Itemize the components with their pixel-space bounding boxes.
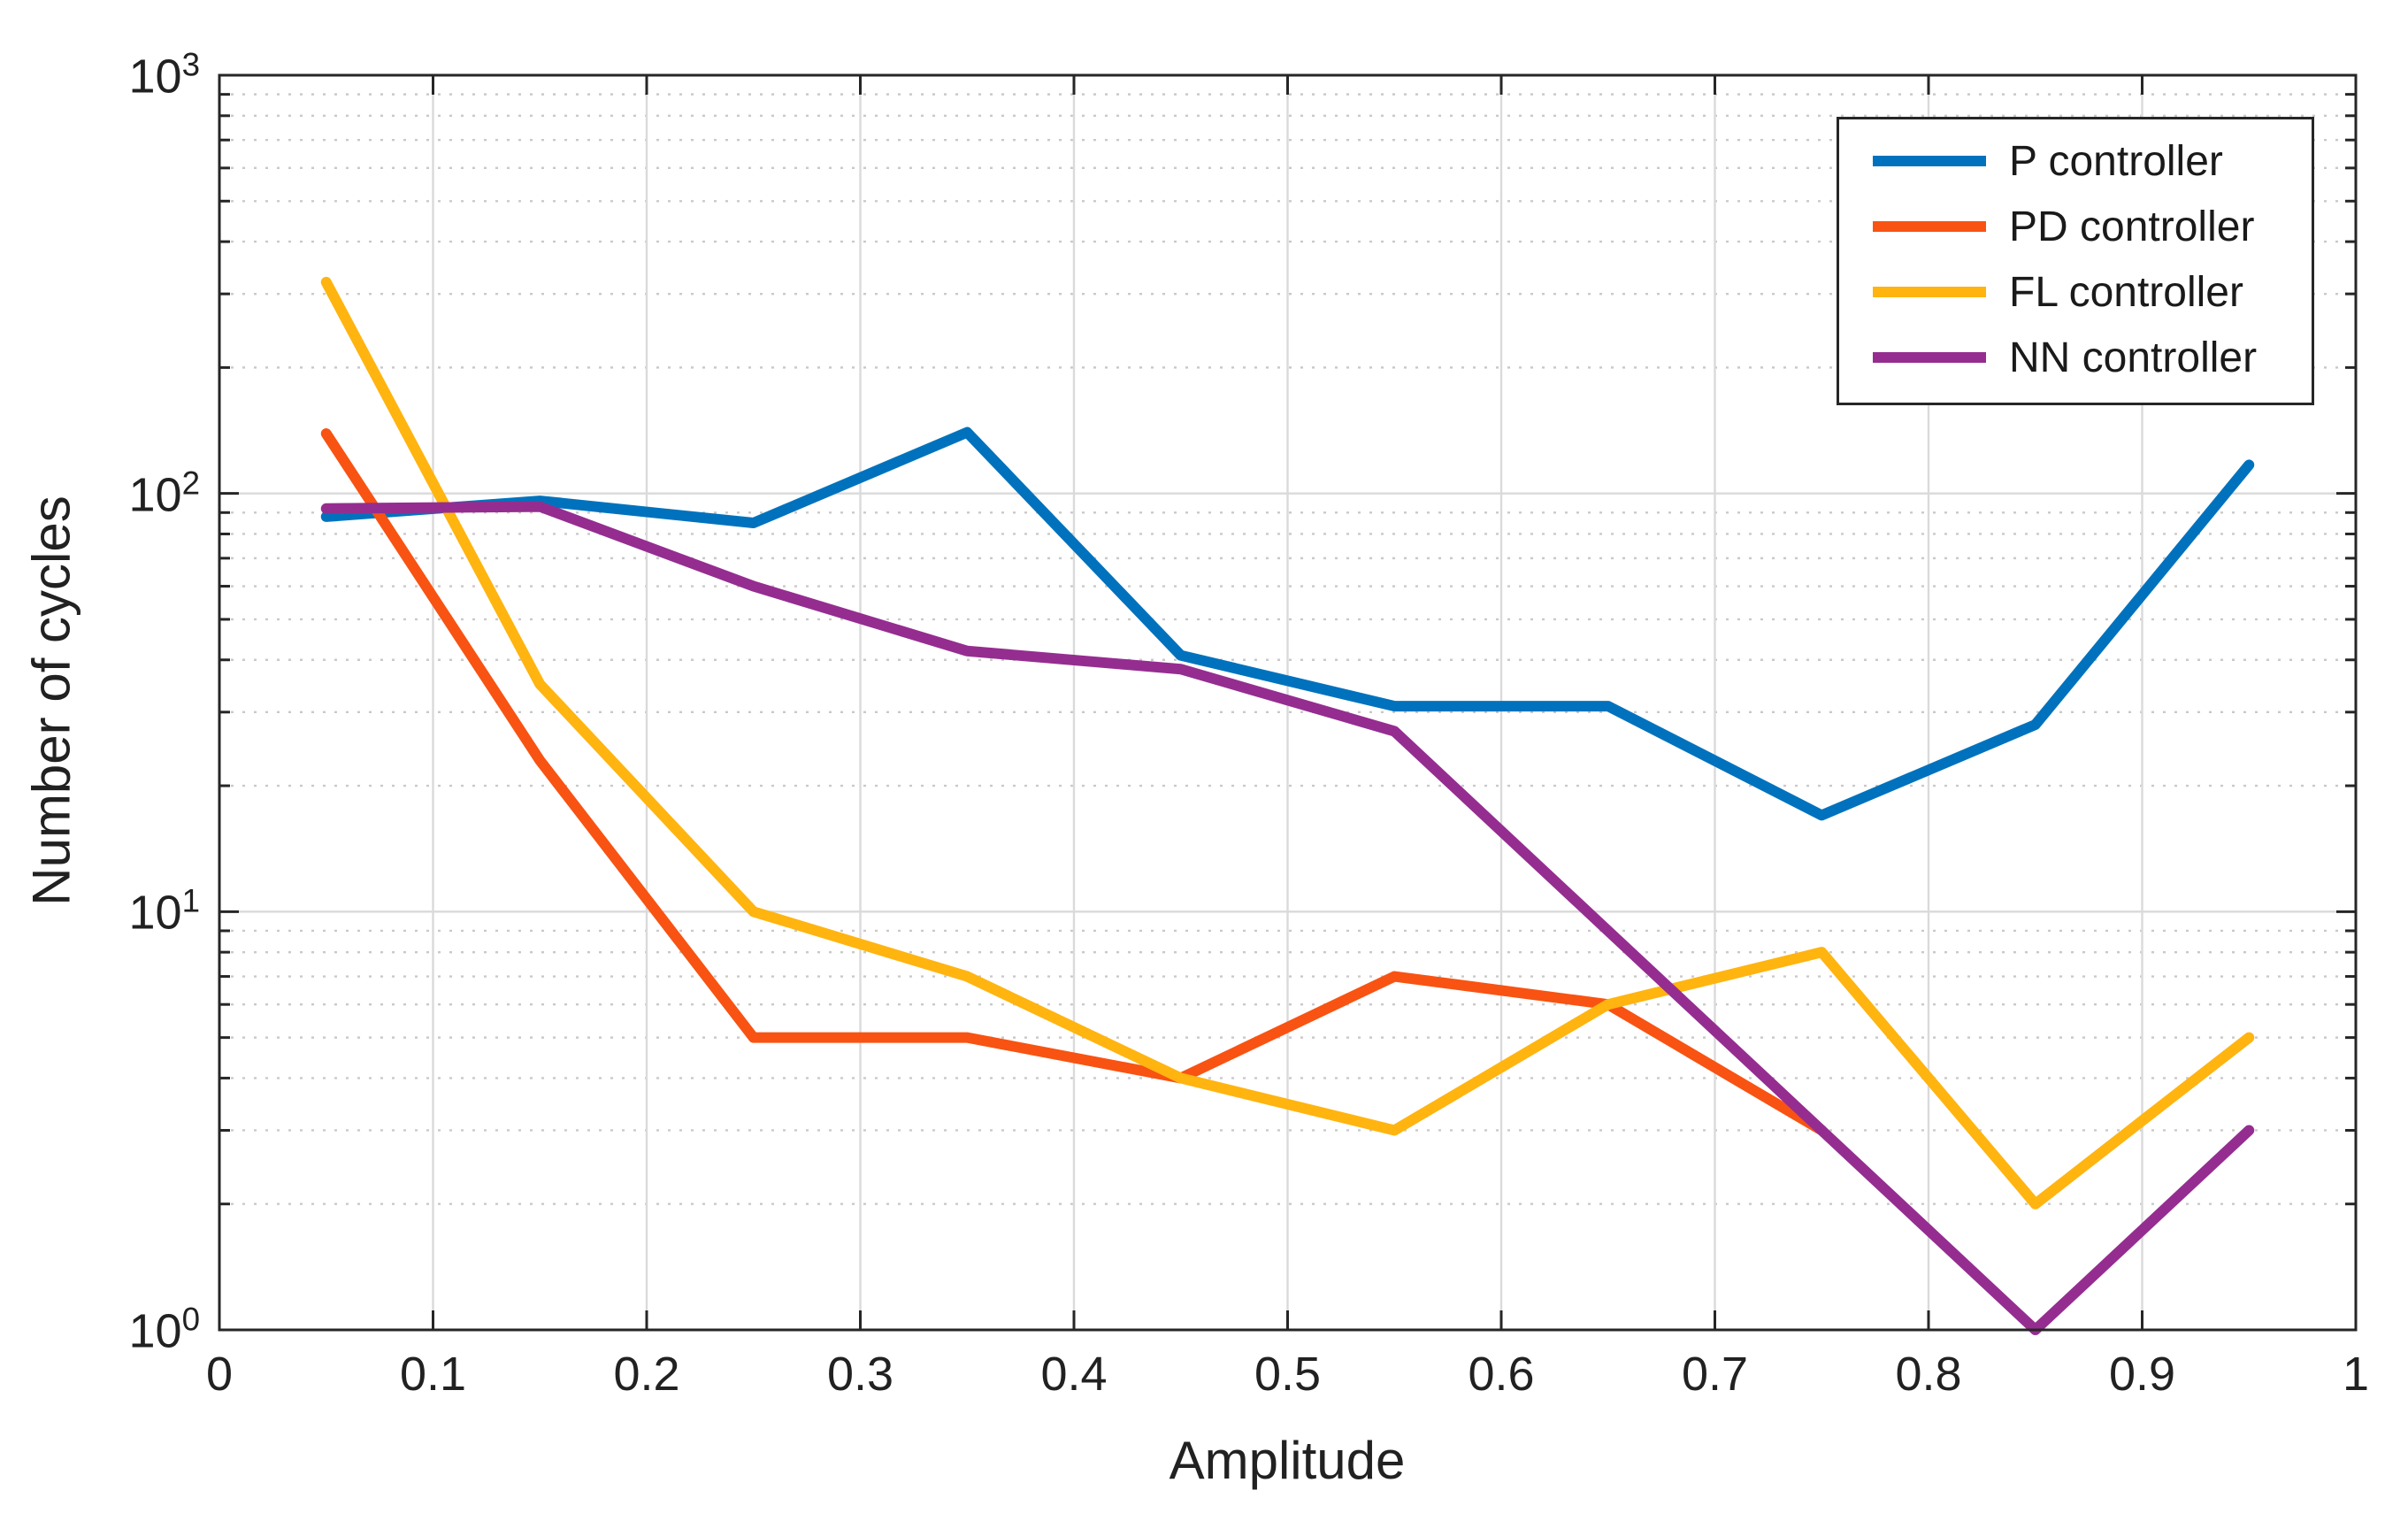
y-tick-label: 100	[128, 1301, 201, 1358]
x-axis-label: Amplitude	[1169, 1431, 1406, 1490]
y-tick-label: 103	[128, 46, 201, 104]
legend-line-sample	[1873, 156, 1986, 166]
legend-item-label: PD controller	[2009, 203, 2255, 250]
x-tick-label: 0.7	[1681, 1348, 1749, 1401]
x-tick-label: 0.5	[1254, 1348, 1322, 1401]
legend-item: FL controller	[1839, 265, 2312, 319]
x-tick-label: 0.2	[613, 1348, 680, 1401]
x-tick-label: 1	[2342, 1348, 2370, 1401]
x-tick-label: 0.3	[826, 1348, 894, 1401]
legend-item: P controller	[1839, 134, 2312, 188]
legend-line-sample	[1873, 287, 1986, 297]
y-axis-label: Number of cycles	[21, 495, 81, 906]
series-line-fl-controller	[320, 276, 2255, 1210]
x-tick-label: 0.1	[399, 1348, 467, 1401]
legend-line-sample	[1873, 352, 1986, 363]
legend-item-label: FL controller	[2009, 268, 2243, 316]
legend-item-label: NN controller	[2009, 334, 2258, 381]
legend-item: PD controller	[1839, 200, 2312, 253]
y-tick-label: 102	[128, 465, 201, 522]
legend-item-label: P controller	[2009, 137, 2223, 185]
x-tick-label: 0	[205, 1348, 234, 1401]
x-tick-label: 0.9	[2108, 1348, 2176, 1401]
series-line-p-controller	[320, 426, 2255, 821]
legend: P controller PD controller FL controller…	[1837, 117, 2314, 405]
series-line-pd-controller	[320, 428, 1828, 1136]
y-tick-label: 101	[128, 882, 201, 940]
legend-item: NN controller	[1839, 331, 2312, 384]
x-tick-label: 0.6	[1468, 1348, 1535, 1401]
legend-line-sample	[1873, 221, 1986, 232]
x-tick-label: 0.4	[1040, 1348, 1108, 1401]
x-tick-label: 0.8	[1895, 1348, 1962, 1401]
series-line-nn-controller	[320, 501, 2255, 1335]
